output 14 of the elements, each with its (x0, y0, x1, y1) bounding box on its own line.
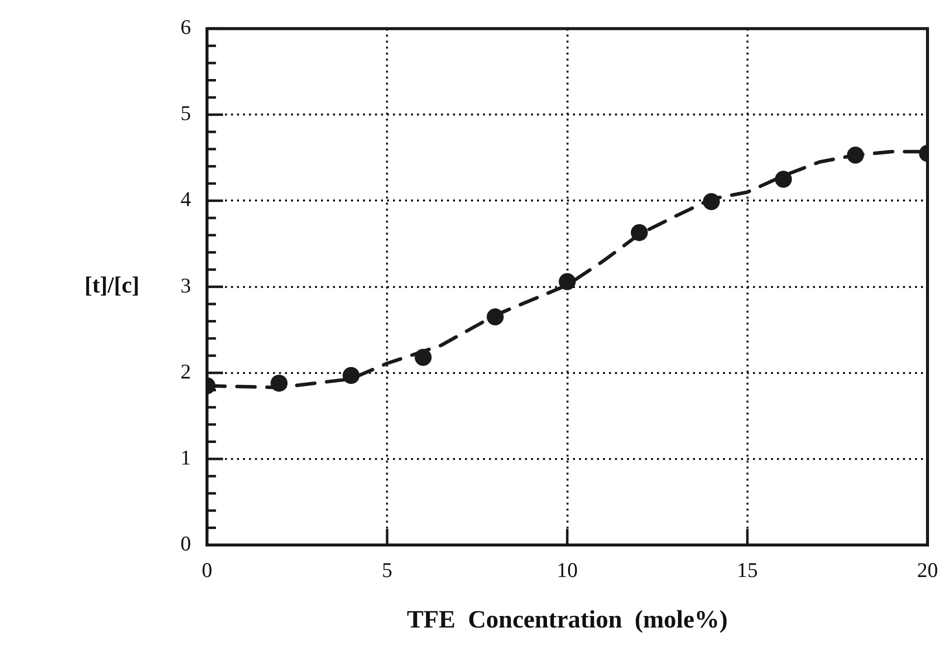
y-axis-title: [t]/[c] (84, 272, 140, 298)
y-tick-label: 5 (180, 101, 191, 126)
y-tick-label: 6 (180, 15, 191, 40)
y-tick-label: 3 (180, 273, 191, 298)
x-tick-label: 10 (556, 558, 578, 582)
x-tick-label: 5 (382, 558, 392, 582)
x-tick-label: 0 (202, 558, 212, 582)
x-tick-label: 15 (736, 558, 758, 582)
x-tick-label: 20 (917, 558, 938, 582)
y-tick-label: 1 (180, 445, 191, 470)
x-axis-title: TFE Concentration (mole%) (406, 606, 728, 634)
y-tick-label: 2 (180, 359, 191, 384)
y-tick-label: 0 (180, 532, 191, 556)
y-tick-label: 4 (180, 187, 192, 212)
